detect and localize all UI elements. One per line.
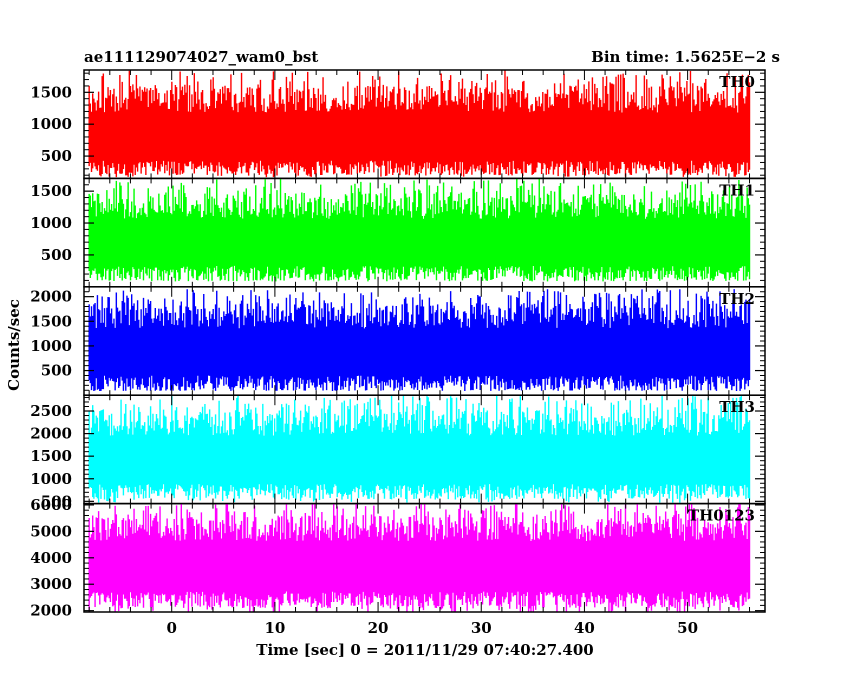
panel-label-th0123: TH0123 [688,507,755,525]
x-tick-label: 20 [368,619,389,637]
y-tick-label: 1500 [30,447,72,465]
panel-label-th1: TH1 [719,181,755,199]
y-tick-label: 500 [41,362,72,380]
y-tick-label: 6000 [30,496,72,514]
y-tick-label: 1500 [30,312,72,330]
y-tick-label: 4000 [30,549,72,567]
series-th1-trace [88,178,751,282]
x-tick-label: 40 [574,619,595,637]
y-tick-label: 1000 [30,470,72,488]
y-tick-label: 500 [41,246,72,264]
y-tick-label: 1000 [30,115,72,133]
y-tick-label: 500 [41,147,72,165]
x-tick-label: 10 [264,619,285,637]
y-tick-label: 2500 [30,402,72,420]
y-tick-label: 1000 [30,214,72,232]
y-tick-label: 5000 [30,522,72,540]
y-tick-label: 1500 [30,83,72,101]
panel-label-th3: TH3 [719,398,755,416]
panel-th3: 500 1000 1500 2000 2500 TH3 [30,394,766,510]
y-tick-label: 1500 [30,182,72,200]
series-th0123-trace [88,503,751,613]
x-tick-label: 0 [166,619,176,637]
observation-id-title: ae111129074027_wam0_bst [84,48,318,66]
y-tick-label: 2000 [30,425,72,443]
x-tick-label: 50 [677,619,698,637]
y-tick-label: 2000 [30,602,72,620]
panel-label-th0: TH0 [719,73,755,91]
x-axis-tick-labels: 0 10 20 30 40 50 [166,619,698,637]
y-tick-label: 500 [41,492,72,510]
panel-label-th2: TH2 [719,290,755,308]
panel-th2: 500 1000 1500 2000 TH2 [30,286,766,396]
x-axis-title: Time [sec] 0 = 2011/11/29 07:40:27.400 [256,641,593,659]
panel-th0123: 2000 3000 4000 5000 6000 TH0123 [30,496,766,620]
series-th3-trace [88,395,751,503]
series-th2-trace [88,289,751,391]
bin-time-title: Bin time: 1.5625E−2 s [591,48,780,66]
y-axis-title: Counts/sec [5,299,23,391]
panel-th1: 500 1000 1500 TH1 [30,177,766,288]
y-tick-label: 2000 [30,288,72,306]
y-tick-label: 3000 [30,575,72,593]
panel-th0: 500 1000 1500 TH0 [30,69,766,180]
series-th0-trace [88,70,751,178]
y-tick-label: 1000 [30,337,72,355]
x-tick-label: 30 [471,619,492,637]
